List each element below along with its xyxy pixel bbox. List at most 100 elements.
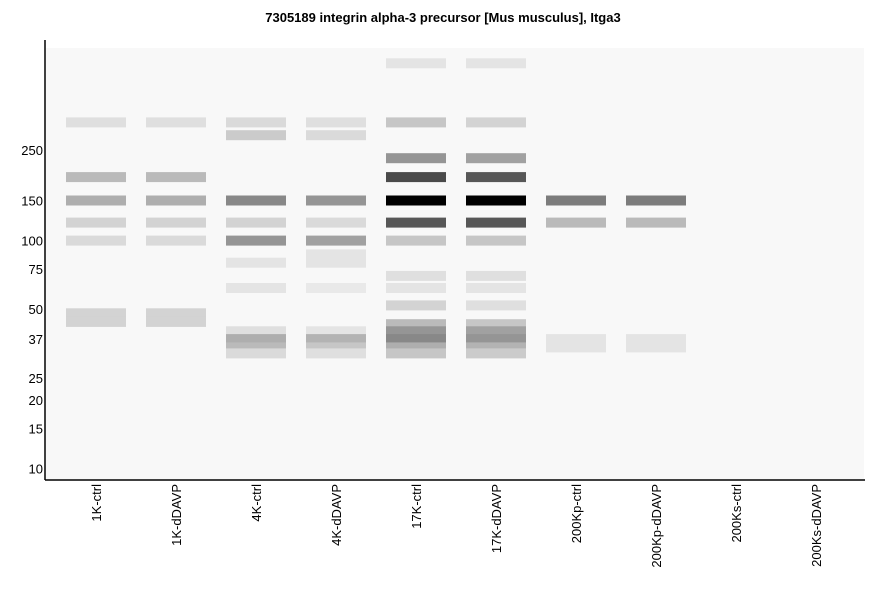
band-17K-ctrl-70 <box>386 270 446 281</box>
band-200Kp-dDAVP-34 <box>626 342 686 353</box>
band-4K-dDAVP-80 <box>306 257 366 268</box>
y-tick-label: 50 <box>29 302 43 317</box>
band-4K-ctrl-100 <box>226 235 286 246</box>
band-17K-ctrl-34 <box>386 342 446 353</box>
band-4K-ctrl-330 <box>226 117 286 128</box>
band-4K-dDAVP-87 <box>306 249 366 260</box>
band-4K-ctrl-34 <box>226 342 286 353</box>
band-17K-ctrl-52 <box>386 300 446 311</box>
chart-title: 7305189 integrin alpha-3 precursor [Mus … <box>265 10 621 25</box>
x-tick-label: 4K-dDAVP <box>329 484 344 546</box>
band-17K-ctrl-62 <box>386 283 446 293</box>
plot-background <box>46 48 864 479</box>
band-4K-ctrl-62 <box>226 283 286 293</box>
band-1K-ctrl-44 <box>66 316 126 327</box>
band-17K-dDAVP-100 <box>466 235 526 246</box>
y-tick-label: 75 <box>29 262 43 277</box>
band-200Kp-ctrl-120 <box>546 217 606 228</box>
band-4K-ctrl-120 <box>226 217 286 228</box>
band-4K-dDAVP-40 <box>306 326 366 337</box>
band-4K-dDAVP-62 <box>306 283 366 293</box>
x-tick-label: 17K-ctrl <box>409 484 424 529</box>
y-tick-label: 25 <box>29 371 43 386</box>
x-tick-label: 17K-dDAVP <box>489 484 504 553</box>
band-200Kp-ctrl-150 <box>546 195 606 206</box>
band-17K-ctrl-120 <box>386 217 446 228</box>
band-200Kp-dDAVP-150 <box>626 195 686 206</box>
band-4K-dDAVP-37 <box>306 334 366 345</box>
band-4K-ctrl-37 <box>226 334 286 345</box>
band-17K-ctrl-37 <box>386 334 446 345</box>
y-tick-label: 37 <box>29 332 43 347</box>
y-tick-label: 20 <box>29 393 43 408</box>
x-tick-label: 200Ks-dDAVP <box>809 484 824 567</box>
band-17K-dDAVP-34 <box>466 342 526 353</box>
band-4K-dDAVP-32 <box>306 348 366 359</box>
band-17K-dDAVP-330 <box>466 117 526 128</box>
band-17K-dDAVP-52 <box>466 300 526 311</box>
band-1K-ctrl-330 <box>66 117 126 128</box>
band-4K-dDAVP-330 <box>306 117 366 128</box>
y-tick-label: 10 <box>29 462 43 477</box>
band-17K-dDAVP-150 <box>466 195 526 206</box>
band-17K-ctrl-43 <box>386 319 446 330</box>
band-17K-ctrl-600 <box>386 58 446 69</box>
band-1K-dDAVP-44 <box>146 316 206 327</box>
band-4K-ctrl-32 <box>226 348 286 359</box>
band-17K-dDAVP-40 <box>466 326 526 337</box>
y-tick-label: 15 <box>29 421 43 436</box>
band-17K-ctrl-32 <box>386 348 446 359</box>
band-17K-ctrl-330 <box>386 117 446 128</box>
band-200Kp-dDAVP-120 <box>626 217 686 228</box>
band-1K-dDAVP-330 <box>146 117 206 128</box>
x-tick-labels: 1K-ctrl 1K-dDAVP 4K-ctrl 4K-dDAVP 17K-ctrl 17… <box>89 484 824 568</box>
band-1K-dDAVP-150 <box>146 195 206 206</box>
band-1K-ctrl-48 <box>66 308 126 319</box>
band-4K-dDAVP-150 <box>306 195 366 206</box>
y-tick-label: 250 <box>21 143 43 158</box>
band-17K-dDAVP-37 <box>466 334 526 345</box>
band-4K-ctrl-80 <box>226 257 286 268</box>
x-tick-label: 200Kp-dDAVP <box>649 484 664 568</box>
band-17K-dDAVP-120 <box>466 217 526 228</box>
band-17K-ctrl-230 <box>386 153 446 164</box>
band-1K-ctrl-150 <box>66 195 126 206</box>
x-tick-label: 200Ks-ctrl <box>729 484 744 543</box>
band-17K-dDAVP-190 <box>466 172 526 183</box>
x-tick-label: 200Kp-ctrl <box>569 484 584 543</box>
x-tick-label: 1K-ctrl <box>89 484 104 522</box>
y-tick-label: 150 <box>21 194 43 209</box>
band-17K-dDAVP-70 <box>466 270 526 281</box>
band-17K-dDAVP-32 <box>466 348 526 359</box>
band-4K-dDAVP-120 <box>306 217 366 228</box>
band-4K-dDAVP-34 <box>306 342 366 353</box>
band-200Kp-ctrl-34 <box>546 342 606 353</box>
band-4K-ctrl-290 <box>226 130 286 141</box>
band-1K-dDAVP-100 <box>146 235 206 246</box>
band-200Kp-dDAVP-37 <box>626 334 686 345</box>
band-1K-ctrl-100 <box>66 235 126 246</box>
band-17K-ctrl-190 <box>386 172 446 183</box>
band-17K-ctrl-100 <box>386 235 446 246</box>
band-1K-ctrl-120 <box>66 217 126 228</box>
bands-layer <box>66 58 686 359</box>
band-17K-ctrl-40 <box>386 326 446 337</box>
band-4K-ctrl-40 <box>226 326 286 337</box>
band-1K-dDAVP-120 <box>146 217 206 228</box>
x-tick-label: 1K-dDAVP <box>169 484 184 546</box>
band-17K-dDAVP-230 <box>466 153 526 164</box>
y-tick-label: 100 <box>21 234 43 249</box>
band-1K-dDAVP-190 <box>146 172 206 183</box>
band-200Kp-ctrl-37 <box>546 334 606 345</box>
band-17K-dDAVP-62 <box>466 283 526 293</box>
y-tick-labels: 250 150 100 75 50 37 25 20 15 10 <box>21 143 43 477</box>
band-17K-dDAVP-600 <box>466 58 526 69</box>
band-17K-ctrl-150 <box>386 195 446 206</box>
band-1K-ctrl-190 <box>66 172 126 183</box>
band-4K-dDAVP-100 <box>306 235 366 246</box>
band-1K-dDAVP-48 <box>146 308 206 319</box>
band-4K-ctrl-150 <box>226 195 286 206</box>
band-4K-dDAVP-290 <box>306 130 366 141</box>
band-17K-dDAVP-43 <box>466 319 526 330</box>
